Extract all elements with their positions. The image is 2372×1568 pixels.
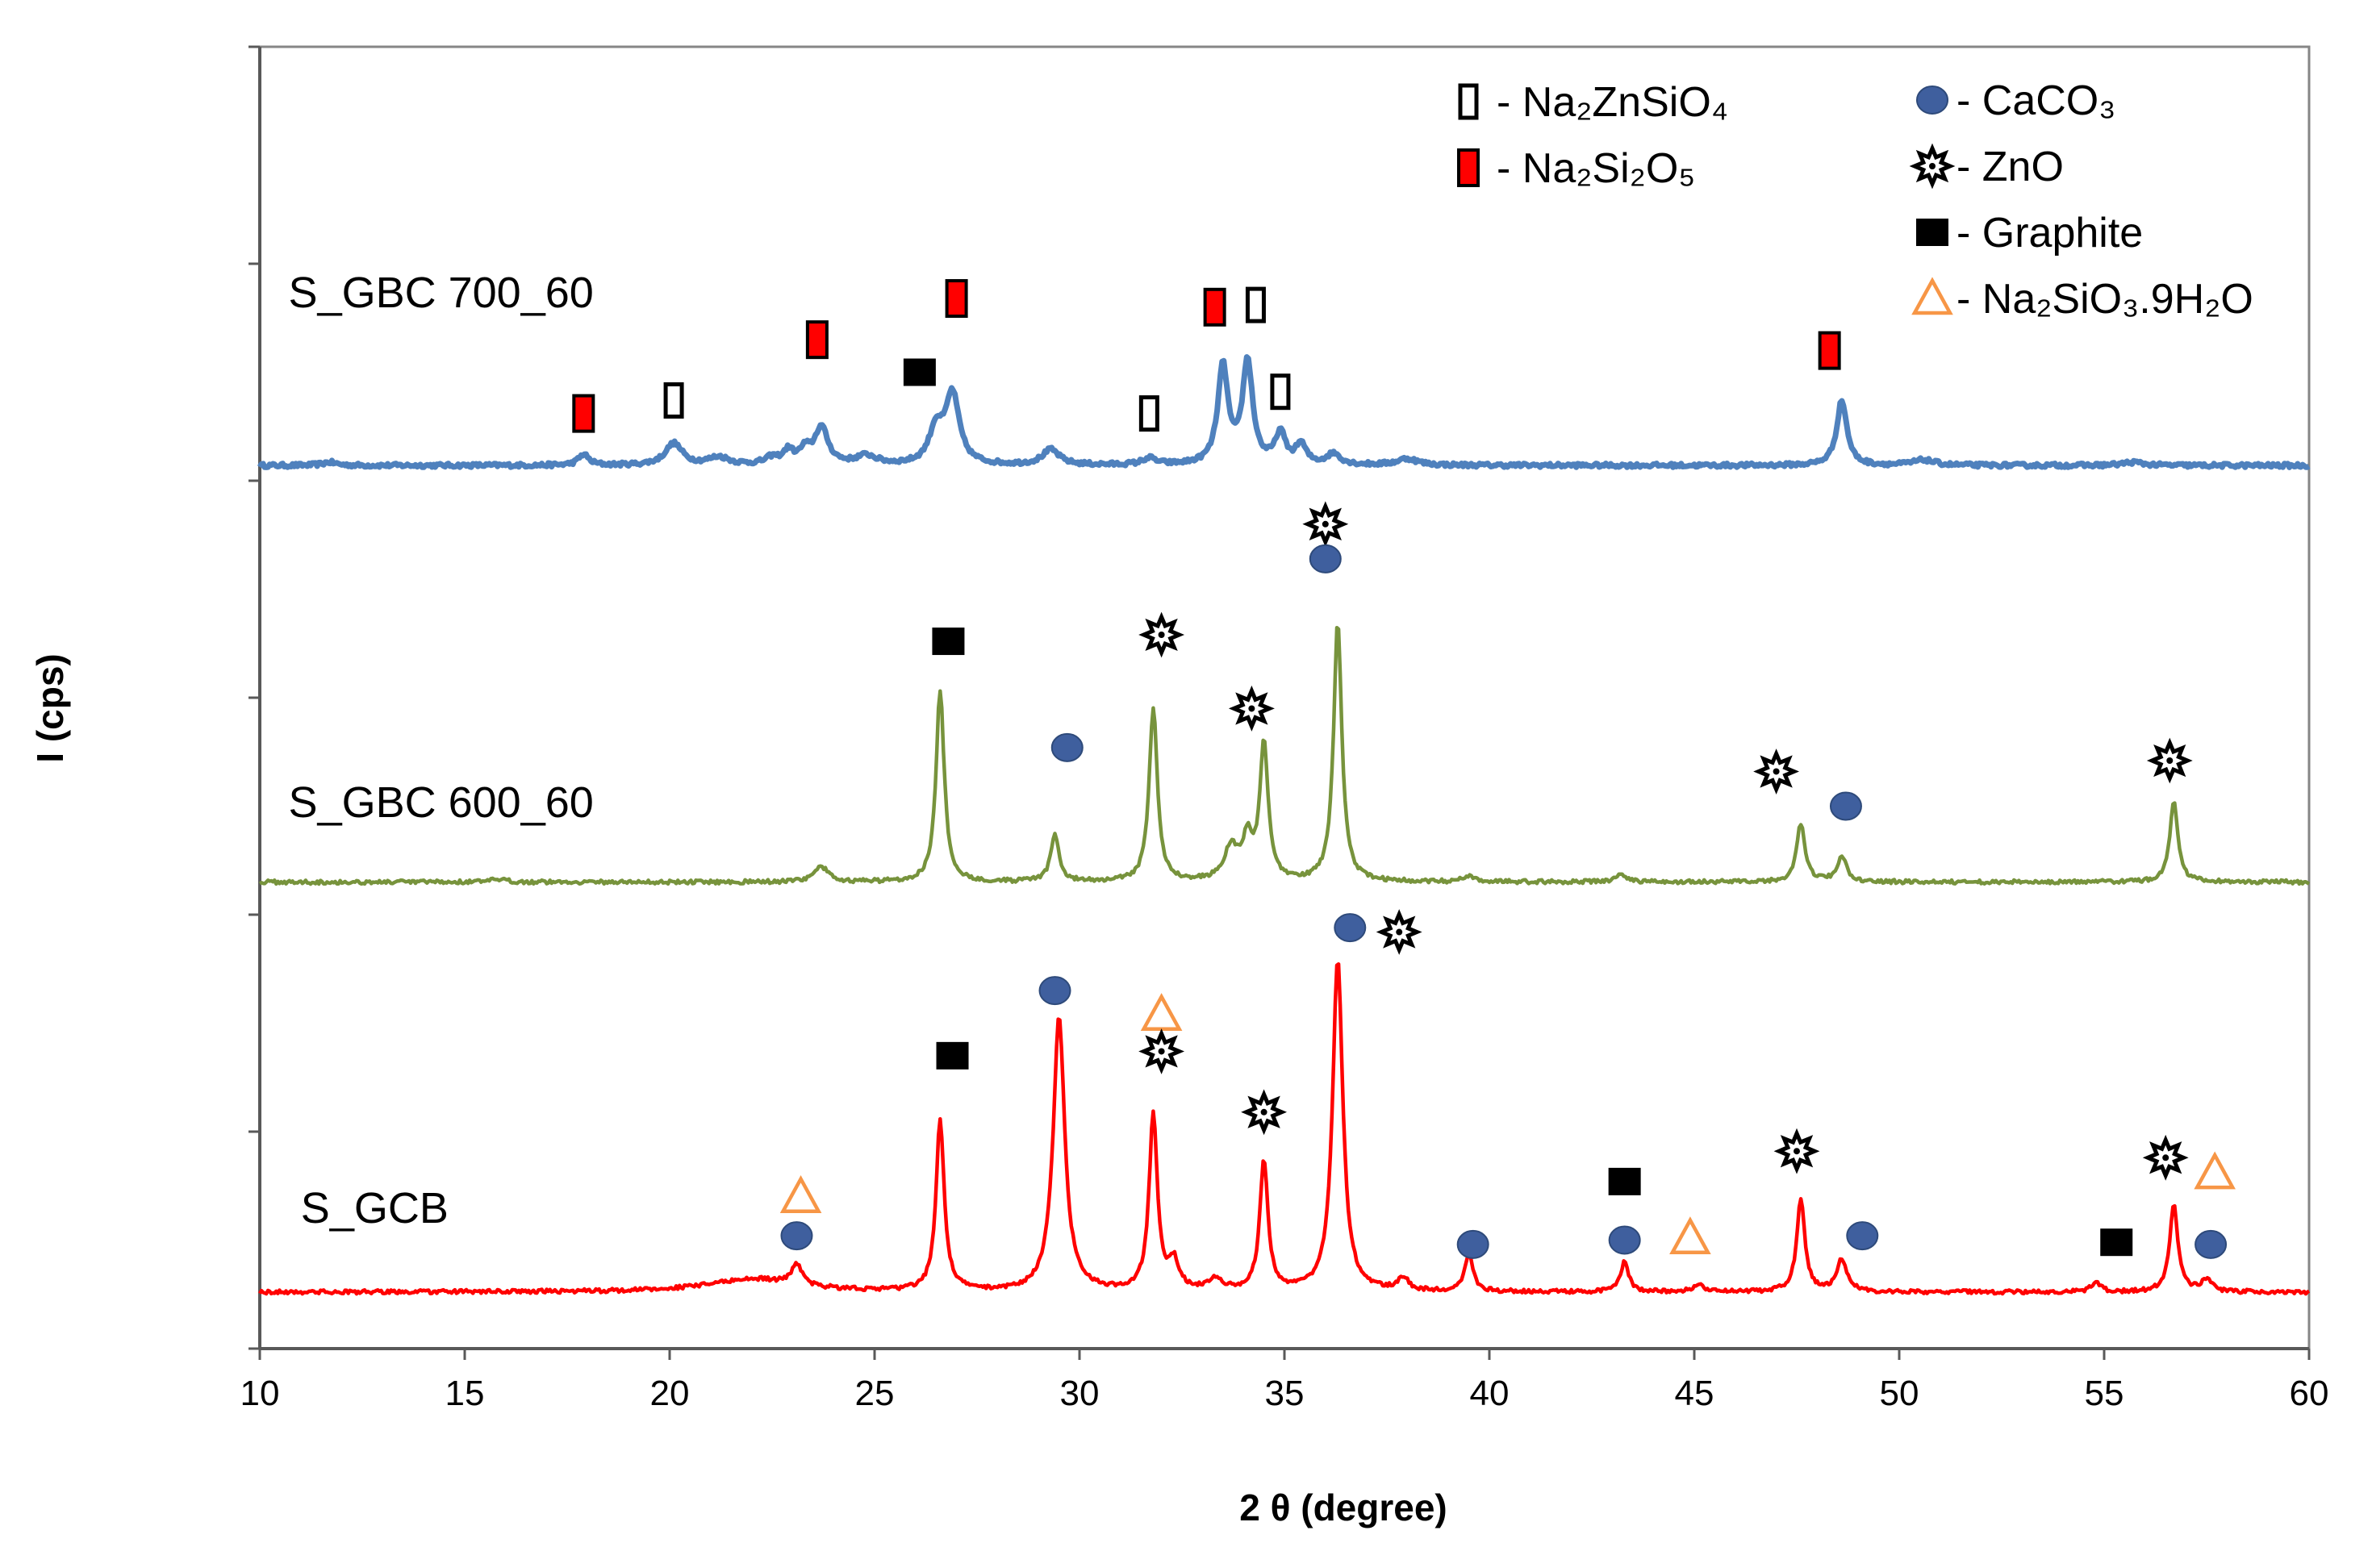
x-tick-label: 50 <box>1880 1374 1919 1413</box>
legend-item-label: - Na₂ZnSiO₄ <box>1497 79 1728 126</box>
series-label: S_GBC 600_60 <box>289 778 594 827</box>
graphite-marker <box>903 358 936 386</box>
x-tick-label: 15 <box>445 1374 485 1413</box>
caco3-marker <box>1829 791 1862 821</box>
na2znsio4-marker <box>663 382 684 419</box>
na2si2o5-marker <box>945 279 968 319</box>
series-line <box>257 354 2311 470</box>
zno-marker <box>1241 1089 1288 1136</box>
graphite-marker <box>932 628 965 656</box>
na2znsio4-marker <box>1138 395 1159 432</box>
zno-marker <box>1909 143 1956 190</box>
zno-marker <box>1753 749 1800 794</box>
legend-item-label: - CaCO₃ <box>1956 77 2115 124</box>
x-tick-label: 25 <box>855 1374 895 1413</box>
caco3-marker <box>1456 1229 1489 1259</box>
x-axis-title: 2 θ (degree) <box>1239 1487 1447 1528</box>
na2znsio4-marker <box>1270 373 1291 411</box>
caco3-marker <box>780 1221 813 1251</box>
series-label: S_GBC 700_60 <box>289 269 594 317</box>
nasio3-marker <box>1669 1216 1711 1255</box>
series-line <box>258 625 2311 886</box>
na2znsio4-marker <box>1245 286 1266 323</box>
series-labels: S_GBC 700_60 S_GBC 600_60 S_GCB <box>289 269 594 1232</box>
x-tick-label: 45 <box>1675 1374 1714 1413</box>
zno-marker <box>1302 501 1349 548</box>
x-tick-label: 60 <box>2290 1374 2329 1413</box>
axes: 10 15 20 25 30 35 40 45 50 55 60 <box>240 45 2329 1413</box>
na2si2o5-marker <box>1203 287 1226 327</box>
na2znsio4-marker <box>1458 83 1479 120</box>
graphite-marker <box>936 1041 969 1070</box>
zno-marker <box>2146 737 2193 784</box>
series-line <box>258 962 2311 1296</box>
series-label: S_GCB <box>301 1184 449 1232</box>
x-tick-label: 10 <box>240 1374 280 1413</box>
na2si2o5-marker <box>805 320 829 360</box>
caco3-marker <box>1050 732 1084 762</box>
zno-marker <box>1138 611 1185 658</box>
markers-layer <box>572 279 2236 1259</box>
x-tick-label: 20 <box>650 1374 690 1413</box>
legend-item-label: - Graphite <box>1956 210 2143 256</box>
graphite-marker <box>1916 219 1948 246</box>
zno-marker <box>1376 909 1422 955</box>
graphite-marker <box>1608 1167 1641 1195</box>
legend-item-label: - ZnO <box>1956 144 2064 190</box>
caco3-marker <box>1846 1221 1879 1251</box>
legend-item-label: - Na₂SiO₃.9H₂O <box>1956 276 2253 323</box>
series-layer <box>257 354 2311 1296</box>
x-tick-label: 30 <box>1060 1374 1100 1413</box>
x-tick-label: 40 <box>1470 1374 1510 1413</box>
legend-item-label: - Na₂Si₂O₅ <box>1497 145 1695 192</box>
zno-marker <box>1138 1028 1185 1074</box>
zno-marker <box>1773 1128 1820 1174</box>
graphite-marker <box>2100 1228 2133 1257</box>
caco3-marker <box>1334 913 1367 943</box>
caco3-marker <box>1309 544 1342 573</box>
nasio3-marker <box>1911 277 1953 315</box>
zno-marker <box>1228 685 1275 732</box>
x-tick-label: 35 <box>1265 1374 1305 1413</box>
caco3-marker <box>2195 1229 2228 1259</box>
caco3-marker <box>1608 1225 1641 1255</box>
na2si2o5-marker <box>1457 148 1480 187</box>
caco3-marker <box>1038 976 1071 1006</box>
zno-marker <box>2142 1134 2189 1181</box>
nasio3-marker <box>779 1175 822 1213</box>
caco3-marker <box>1916 85 1948 115</box>
y-axis-title: I (cps) <box>29 653 71 762</box>
legend: - Na₂ZnSiO₄ - Na₂Si₂O₅ - CaCO₃ - ZnO - Graph… <box>1457 77 2253 323</box>
na2si2o5-marker <box>1818 331 1841 370</box>
nasio3-marker <box>2194 1151 2236 1190</box>
x-tick-label: 55 <box>2085 1374 2124 1413</box>
na2si2o5-marker <box>572 394 595 433</box>
